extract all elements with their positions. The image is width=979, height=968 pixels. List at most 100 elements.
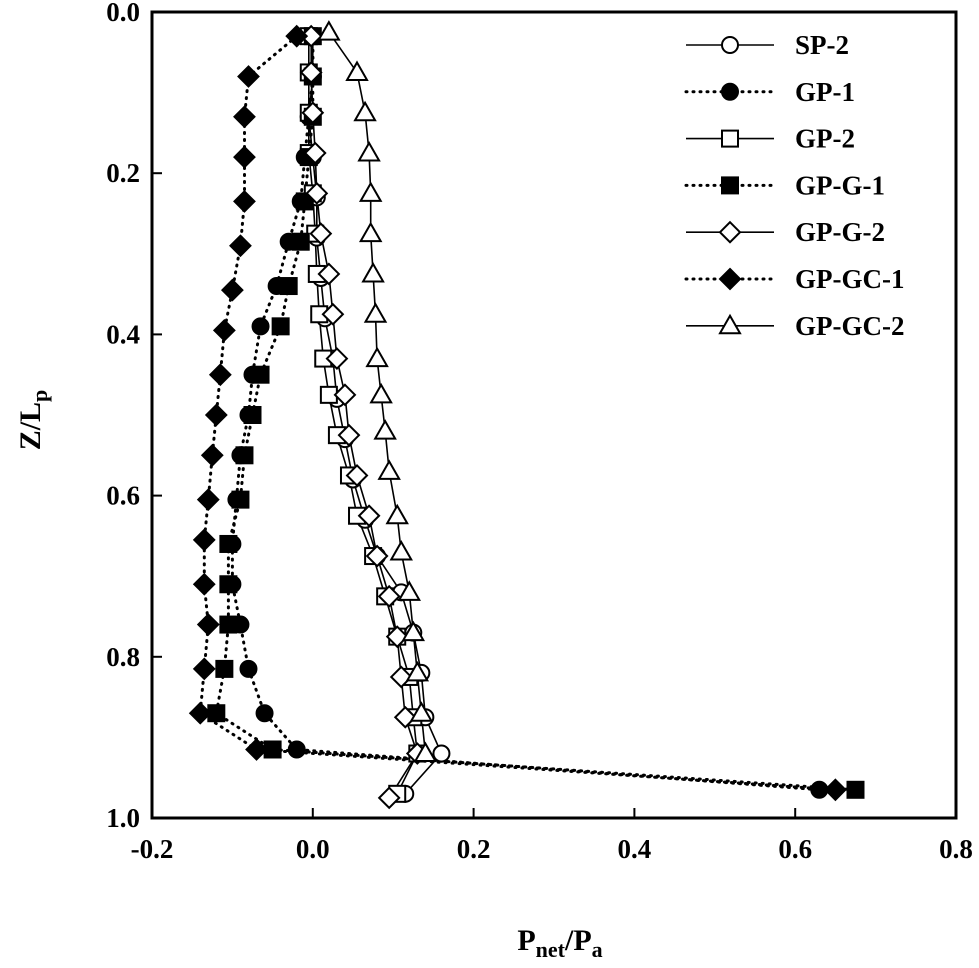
series-point-6 — [377, 459, 401, 480]
series-point-5 — [192, 528, 216, 552]
legend-label: SP-2 — [795, 30, 849, 60]
series-point-5 — [192, 572, 216, 596]
x-tick-label: 0.2 — [457, 834, 491, 864]
series-point-3 — [279, 277, 298, 296]
series-point-6 — [413, 741, 438, 763]
series-point-5 — [233, 189, 256, 213]
series-lines — [198, 31, 857, 799]
series-point-6 — [361, 261, 385, 283]
series-point-4 — [317, 262, 341, 286]
series-point-5 — [192, 657, 216, 681]
y-tick-label: 0.6 — [106, 481, 140, 511]
legend-marker — [721, 129, 739, 148]
series-point-1 — [239, 659, 258, 678]
series-point-5 — [245, 738, 268, 761]
series-point-5 — [200, 443, 224, 467]
series-point-4 — [377, 584, 401, 608]
series-point-4 — [357, 504, 381, 528]
series-line-5 — [198, 34, 837, 792]
series-point-5 — [196, 613, 220, 636]
series-point-5 — [823, 778, 847, 802]
series-point-4 — [299, 61, 323, 84]
y-tick-label: 0.0 — [106, 0, 140, 27]
series-point-1 — [251, 317, 270, 336]
series-point-3 — [231, 490, 250, 509]
series-point-6 — [409, 701, 434, 722]
series-markers — [188, 20, 865, 810]
series-point-6 — [358, 181, 383, 202]
series-point-6 — [385, 503, 409, 525]
series-point-6 — [358, 221, 383, 243]
series-point-5 — [285, 24, 309, 48]
series-point-6 — [365, 346, 389, 368]
series-point-4 — [303, 141, 327, 165]
x-tick-label: 0.6 — [778, 834, 812, 864]
series-point-4 — [337, 423, 361, 447]
series-point-6 — [405, 660, 430, 682]
series-point-4 — [321, 302, 345, 326]
x-tick-label: 0.8 — [939, 834, 973, 864]
series-point-3 — [215, 659, 234, 678]
series-point-5 — [188, 701, 212, 725]
y-tick-label: 0.2 — [106, 158, 140, 188]
legend-marker — [721, 36, 739, 54]
series-point-4 — [325, 347, 349, 370]
series-point-5 — [196, 488, 220, 512]
legend-label: GP-GC-2 — [795, 311, 904, 341]
x-axis-label: Pnet/Pa — [517, 924, 602, 962]
series-point-6 — [317, 20, 341, 41]
series-point-3 — [243, 406, 262, 424]
series-point-3 — [219, 615, 238, 634]
x-tick-label: 0.0 — [296, 834, 330, 864]
y-axis-label: Z/Lp — [14, 390, 52, 451]
x-axis-label-sub1: net — [536, 937, 566, 962]
series-point-5 — [237, 65, 260, 88]
series-point-4 — [389, 665, 413, 689]
series-point-4 — [393, 705, 417, 729]
series-point-3 — [235, 446, 254, 465]
y-tick-label: 0.4 — [106, 319, 140, 349]
x-axis-label-mid: /P — [564, 924, 592, 957]
legend-label: GP-2 — [795, 124, 855, 154]
x-tick-label: 0.4 — [618, 834, 652, 864]
series-point-5 — [212, 318, 236, 342]
series-point-6 — [397, 580, 422, 601]
series-point-3 — [291, 232, 310, 251]
series-point-6 — [373, 419, 397, 440]
series-point-4 — [385, 625, 409, 649]
series-point-5 — [208, 363, 232, 387]
series-point-4 — [305, 181, 329, 205]
series-point-3 — [219, 575, 238, 594]
series-point-3 — [219, 534, 238, 553]
y-axis-label-main: Z/L — [14, 402, 47, 450]
legend-marker — [718, 220, 742, 244]
legend-label: GP-G-1 — [795, 170, 885, 200]
y-axis-ticks: 0.0 0.2 0.4 0.6 0.8 1.0 — [106, 0, 162, 833]
series-point-6 — [401, 620, 426, 642]
series-point-6 — [389, 540, 413, 561]
series-point-5 — [229, 234, 252, 258]
legend-marker — [718, 267, 742, 291]
series-point-4 — [309, 222, 333, 246]
legend-marker — [718, 313, 742, 335]
legend-label: GP-GC-1 — [795, 264, 904, 294]
x-axis-ticks: -0.2 0.0 0.2 0.4 0.6 0.8 — [131, 808, 973, 864]
series-point-6 — [357, 141, 381, 162]
series-point-5 — [233, 145, 256, 169]
series-point-5 — [220, 278, 244, 302]
series-point-4 — [377, 786, 401, 810]
series-point-5 — [204, 403, 228, 427]
series-point-5 — [233, 105, 256, 129]
series-point-3 — [251, 365, 270, 384]
series-point-6 — [345, 60, 369, 81]
x-tick-label: -0.2 — [131, 834, 174, 864]
legend-label: GP-G-2 — [795, 217, 885, 247]
y-axis-label-sub: p — [27, 390, 52, 402]
series-point-1 — [255, 704, 274, 723]
legend-marker — [721, 176, 739, 195]
series-point-4 — [345, 464, 369, 487]
legend-label: GP-1 — [795, 77, 855, 107]
series-point-6 — [353, 100, 377, 122]
x-axis-label-sub2: a — [592, 937, 603, 962]
